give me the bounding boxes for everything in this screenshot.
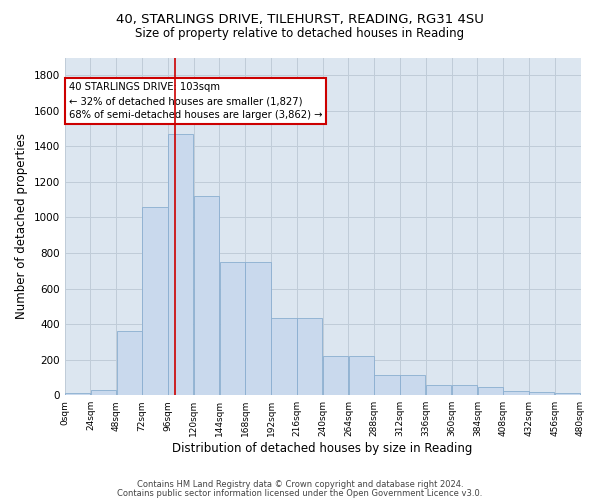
- Bar: [245, 262, 271, 395]
- X-axis label: Distribution of detached houses by size in Reading: Distribution of detached houses by size …: [172, 442, 473, 455]
- Text: Size of property relative to detached houses in Reading: Size of property relative to detached ho…: [136, 28, 464, 40]
- Bar: [220, 262, 245, 395]
- Bar: [297, 318, 322, 395]
- Bar: [349, 356, 374, 395]
- Bar: [529, 392, 554, 395]
- Bar: [478, 387, 503, 395]
- Bar: [400, 375, 425, 395]
- Text: 40, STARLINGS DRIVE, TILEHURST, READING, RG31 4SU: 40, STARLINGS DRIVE, TILEHURST, READING,…: [116, 12, 484, 26]
- Text: Contains public sector information licensed under the Open Government Licence v3: Contains public sector information licen…: [118, 489, 482, 498]
- Bar: [426, 386, 451, 395]
- Bar: [168, 134, 193, 395]
- Bar: [91, 390, 116, 395]
- Bar: [271, 318, 296, 395]
- Bar: [116, 331, 142, 395]
- Bar: [194, 196, 219, 395]
- Bar: [555, 392, 580, 395]
- Bar: [503, 391, 529, 395]
- Y-axis label: Number of detached properties: Number of detached properties: [15, 134, 28, 320]
- Bar: [452, 386, 477, 395]
- Bar: [323, 356, 348, 395]
- Bar: [374, 375, 400, 395]
- Text: 40 STARLINGS DRIVE: 103sqm
← 32% of detached houses are smaller (1,827)
68% of s: 40 STARLINGS DRIVE: 103sqm ← 32% of deta…: [69, 82, 322, 120]
- Bar: [65, 394, 90, 395]
- Text: Contains HM Land Registry data © Crown copyright and database right 2024.: Contains HM Land Registry data © Crown c…: [137, 480, 463, 489]
- Bar: [142, 207, 167, 395]
